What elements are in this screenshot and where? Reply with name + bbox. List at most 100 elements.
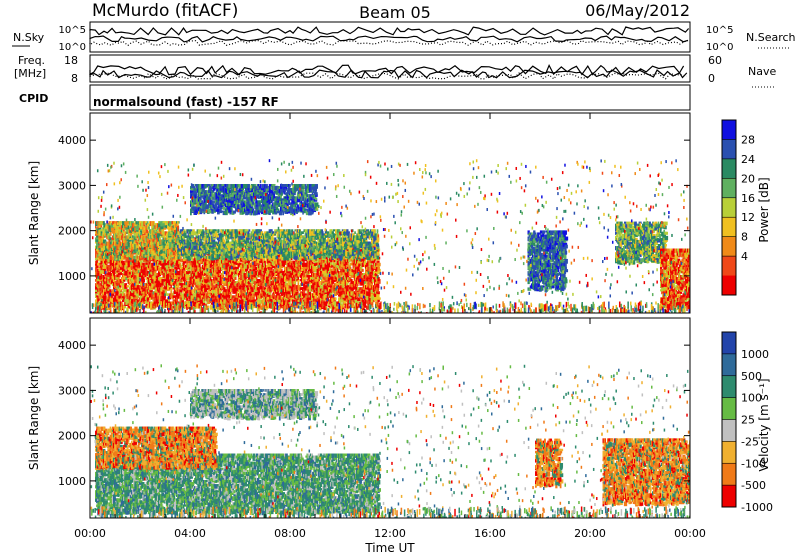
- power-cell: [180, 297, 183, 300]
- power-cell: [315, 262, 318, 266]
- power-cell: [143, 258, 146, 263]
- power-cell: [361, 260, 364, 264]
- power-cell: [316, 277, 319, 282]
- power-cell: [255, 260, 258, 264]
- power-cell: [186, 299, 190, 305]
- power-cell: [245, 283, 248, 286]
- power-cell: [142, 270, 146, 275]
- power-cell: [186, 272, 190, 277]
- power-cell: [335, 264, 338, 268]
- power-cell: [300, 272, 303, 278]
- power-cell: [143, 264, 146, 270]
- power-cell: [116, 285, 118, 290]
- noise-sky-line: [89, 26, 690, 36]
- power-cell: [289, 270, 292, 276]
- power-cell: [154, 291, 157, 295]
- power-cell: [196, 305, 200, 309]
- power-cell: [219, 299, 222, 304]
- power-cell: [223, 293, 225, 298]
- power-cell: [128, 287, 131, 292]
- power-cell: [173, 281, 176, 286]
- power-cell: [101, 281, 104, 285]
- power-cell: [228, 258, 232, 263]
- power-cell: [134, 289, 137, 293]
- power-cell: [298, 297, 301, 303]
- power-cell: [150, 283, 153, 287]
- power-cell: [323, 301, 327, 306]
- power-cell: [335, 256, 338, 262]
- power-cell: [333, 289, 336, 294]
- power-cell: [347, 270, 350, 276]
- power-cell: [325, 283, 328, 286]
- power-cell: [118, 274, 121, 278]
- power-cell: [223, 262, 226, 266]
- power-cell: [325, 289, 328, 292]
- power-cell: [279, 256, 282, 262]
- power-cell: [286, 303, 289, 309]
- power-cell: [255, 277, 258, 282]
- power-cell: [253, 281, 257, 286]
- power-cell: [133, 279, 136, 284]
- power-cell: [188, 270, 190, 275]
- power-cell: [240, 301, 244, 305]
- power-cell: [163, 285, 166, 290]
- power-cell: [164, 270, 167, 276]
- power-cell: [179, 289, 183, 293]
- power-cell: [289, 256, 293, 261]
- power-cell: [324, 281, 328, 284]
- power-cell: [335, 281, 338, 285]
- power-cell: [108, 258, 111, 262]
- power-cell: [284, 274, 286, 280]
- power-cell: [374, 297, 377, 302]
- power-cell: [264, 289, 267, 293]
- power-cell: [200, 258, 203, 264]
- power-cell: [345, 283, 349, 286]
- power-cell: [100, 274, 103, 280]
- power-cell: [320, 270, 322, 275]
- power-cell: [113, 268, 116, 274]
- power-cell: [95, 283, 98, 287]
- power-cell: [288, 277, 291, 281]
- power-cell: [117, 277, 120, 282]
- power-cell: [278, 299, 282, 304]
- power-cell: [348, 268, 351, 273]
- power-cell: [95, 293, 97, 298]
- power-cell: [168, 266, 170, 272]
- power-cell: [320, 299, 322, 304]
- power-cell: [267, 301, 269, 306]
- power-cell: [323, 293, 327, 298]
- power-cell: [228, 270, 231, 275]
- power-cell: [297, 274, 300, 280]
- power-cell: [367, 283, 370, 287]
- power-cell: [158, 281, 162, 284]
- power-cell: [294, 270, 296, 274]
- power-cell: [116, 272, 121, 278]
- power-cell: [358, 266, 361, 270]
- power-cell: [326, 295, 329, 299]
- power-cell: [349, 277, 352, 282]
- power-cell: [156, 295, 160, 300]
- power-cell: [326, 301, 329, 304]
- power-cell: [269, 283, 272, 286]
- power-cell: [216, 260, 219, 264]
- power-cell: [320, 285, 323, 289]
- power-cell: [107, 277, 111, 280]
- power-cell: [242, 270, 245, 274]
- power-cell: [127, 274, 131, 279]
- power-cell: [358, 274, 360, 280]
- power-cell: [221, 262, 223, 267]
- power-cell: [263, 295, 266, 301]
- power-cell: [277, 289, 279, 294]
- power-cell: [149, 297, 151, 301]
- power-cell: [158, 291, 161, 295]
- power-cell: [266, 274, 269, 279]
- power-cell: [107, 293, 109, 298]
- power-cell: [168, 297, 170, 302]
- power-cell: [191, 272, 194, 277]
- power-cell: [368, 289, 371, 292]
- power-cell: [143, 297, 145, 303]
- power-cell: [352, 268, 355, 273]
- power-cell: [108, 305, 112, 311]
- power-cell: [147, 297, 150, 301]
